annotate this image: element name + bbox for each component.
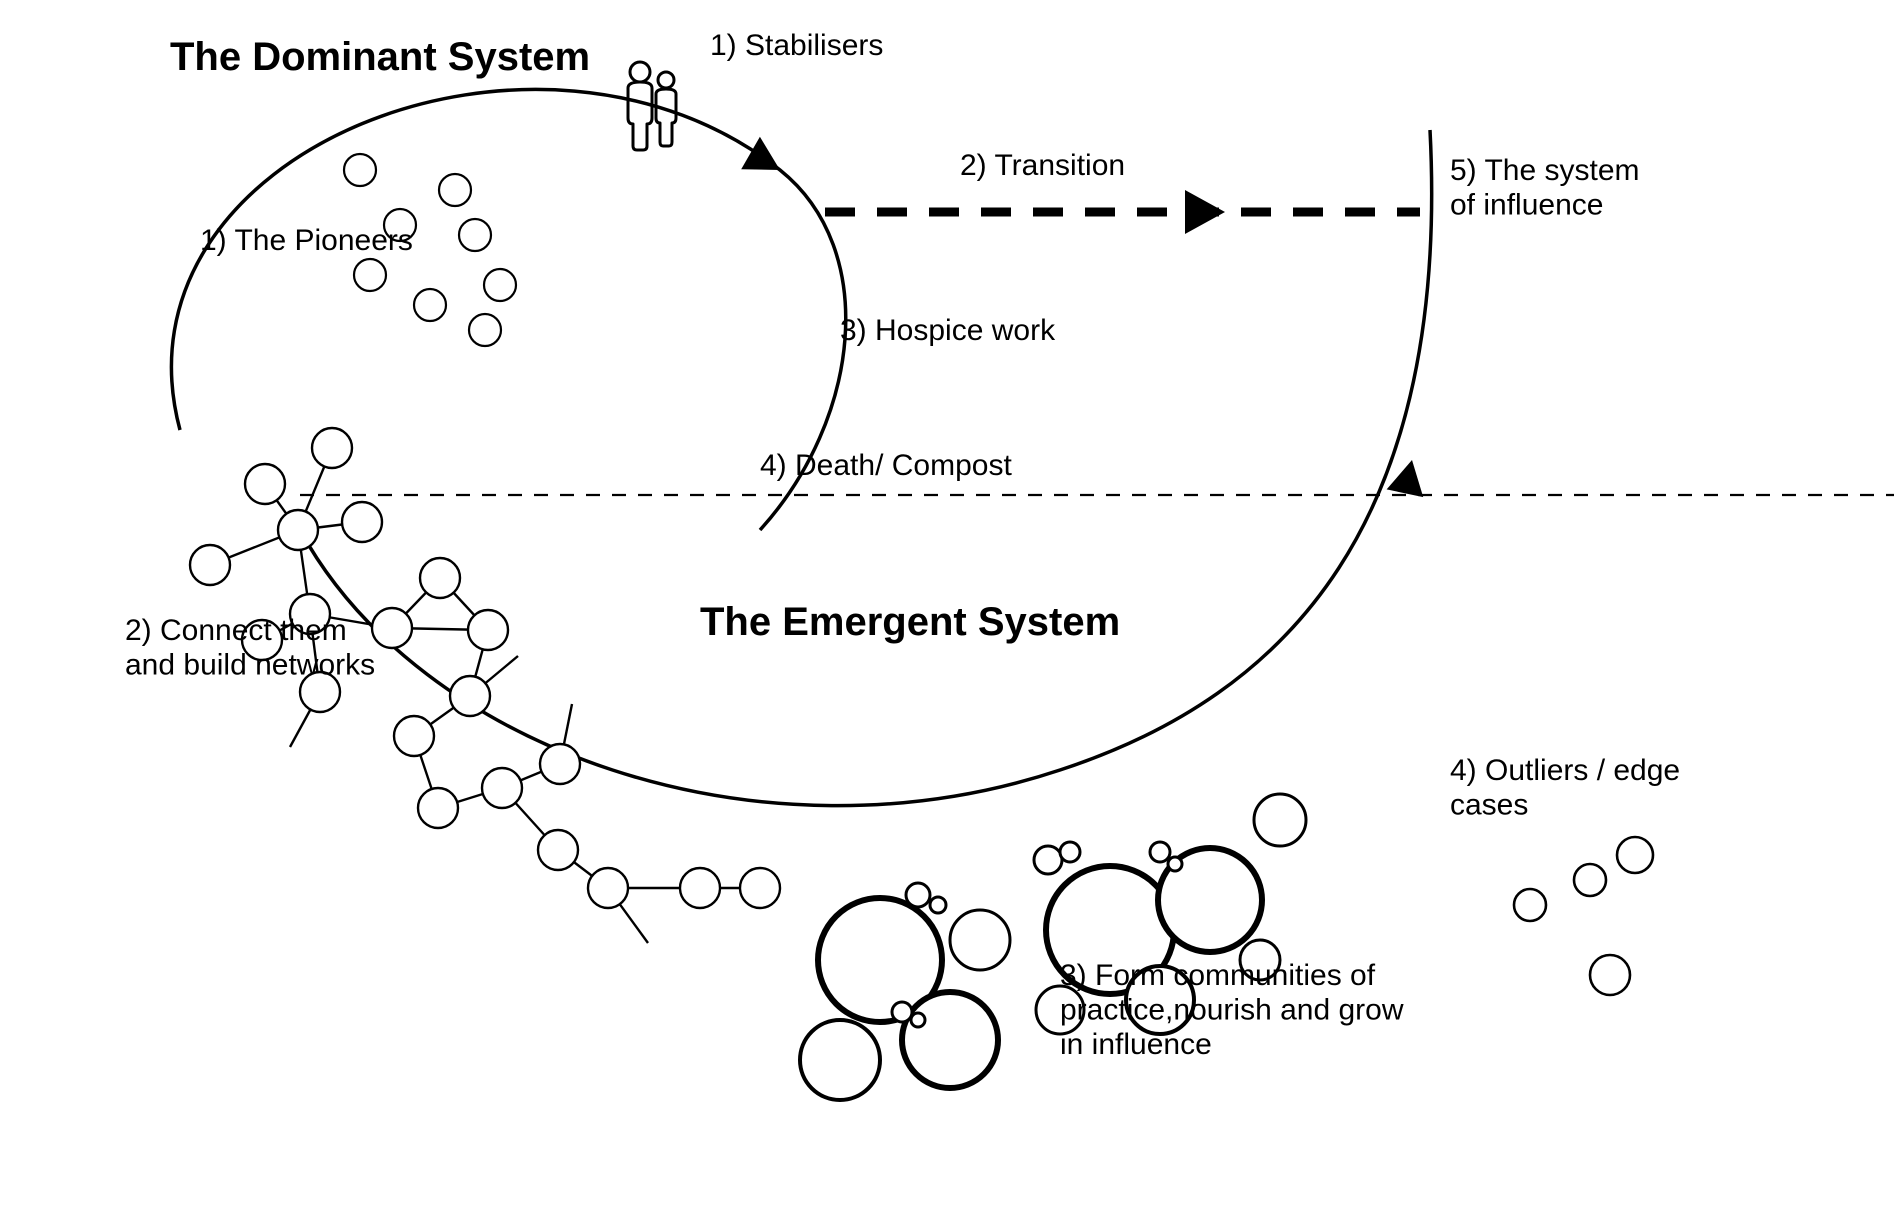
network-node xyxy=(278,510,318,550)
pioneer-node xyxy=(459,219,491,251)
network-node xyxy=(538,830,578,870)
label-hospice: 3) Hospice work xyxy=(840,314,1056,347)
network-node xyxy=(372,608,412,648)
network-node xyxy=(394,716,434,756)
network-node xyxy=(680,868,720,908)
dominant-loop-curve xyxy=(171,89,845,530)
network-node xyxy=(190,545,230,585)
label-outliers: 4) Outliers / edgecases xyxy=(1450,754,1680,822)
community-node xyxy=(906,883,930,907)
community-node xyxy=(1168,857,1182,871)
network-cluster xyxy=(190,428,780,943)
community-node xyxy=(911,1013,925,1027)
outlier-node xyxy=(1617,837,1653,873)
arrowhead-icon xyxy=(741,137,780,170)
label-communities: 3) Form communities ofpractice,nourish a… xyxy=(1060,959,1404,1061)
network-node xyxy=(740,868,780,908)
community-node xyxy=(892,1002,912,1022)
title-dominant: The Dominant System xyxy=(170,35,590,79)
outlier-node xyxy=(1574,864,1606,896)
pioneer-node xyxy=(439,174,471,206)
network-node xyxy=(468,610,508,650)
people-icon xyxy=(628,62,676,150)
outliers-cluster xyxy=(1514,837,1653,995)
network-node xyxy=(420,558,460,598)
label-stabilisers: 1) Stabilisers xyxy=(710,29,883,62)
network-node xyxy=(588,868,628,908)
community-node xyxy=(902,992,998,1088)
label-pioneers: 1) The Pioneers xyxy=(200,224,413,257)
outlier-node xyxy=(1514,889,1546,921)
network-node xyxy=(245,464,285,504)
pioneer-node xyxy=(469,314,501,346)
outlier-node xyxy=(1590,955,1630,995)
pioneer-node xyxy=(414,289,446,321)
network-node xyxy=(450,676,490,716)
community-node xyxy=(930,897,946,913)
network-node xyxy=(312,428,352,468)
community-node xyxy=(1150,842,1170,862)
community-node xyxy=(950,910,1010,970)
curves-layer xyxy=(171,89,1894,805)
network-node xyxy=(342,502,382,542)
label-death-compost: 4) Death/ Compost xyxy=(760,449,1012,482)
communities-cluster xyxy=(800,794,1306,1100)
community-node xyxy=(1254,794,1306,846)
pioneer-node xyxy=(344,154,376,186)
pioneer-node xyxy=(354,259,386,291)
arrowhead-icon xyxy=(1387,460,1424,497)
label-transition: 2) Transition xyxy=(960,149,1125,182)
network-node xyxy=(418,788,458,828)
arrowhead-icon xyxy=(1185,190,1225,234)
network-node xyxy=(540,744,580,784)
network-node xyxy=(482,768,522,808)
title-emergent: The Emergent System xyxy=(700,600,1120,644)
community-node xyxy=(1034,846,1062,874)
community-node xyxy=(1060,842,1080,862)
label-influence: 5) The systemof influence xyxy=(1450,154,1640,222)
community-node xyxy=(800,1020,880,1100)
pioneer-node xyxy=(484,269,516,301)
label-connect: 2) Connect themand build networks xyxy=(125,614,375,682)
